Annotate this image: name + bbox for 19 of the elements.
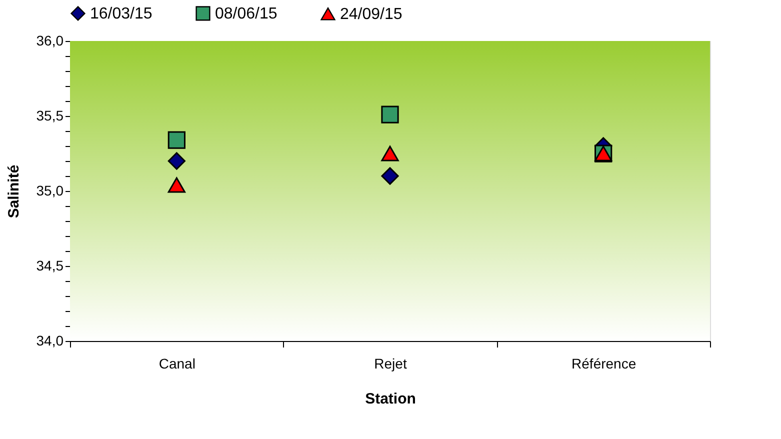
point [381,167,399,185]
x-tick-label: Référence [572,356,636,372]
legend-label: 16/03/15 [90,5,152,22]
legend-label: 24/09/15 [340,6,402,23]
y-tick-label: 34,0 [36,332,64,348]
x-tick-label: Canal [158,356,196,372]
point [381,146,399,162]
y-tick-label: 34,5 [36,258,64,274]
point [168,177,186,193]
y-axis-title: Salinité [5,164,22,218]
point [168,152,186,170]
x-tick-label: Rejet [374,356,407,372]
y-tick-label: 35,5 [36,108,64,124]
legend-label: 08/06/15 [215,5,278,22]
point [168,131,186,149]
y-tick-label: 36,0 [36,32,64,48]
x-axis-title: Station [365,390,416,408]
y-tick-label: 35,0 [36,182,64,198]
point [381,106,399,124]
